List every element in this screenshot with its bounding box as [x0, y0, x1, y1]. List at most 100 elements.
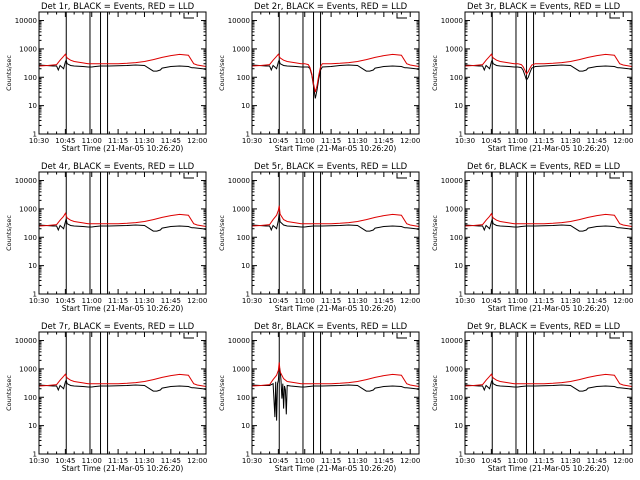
- series-line-lld: [251, 53, 420, 93]
- x-axis-label: Start Time (21-Mar-05 10:26:20): [275, 464, 397, 473]
- y-tick-label: 10000: [228, 177, 250, 185]
- y-tick-label: 1000: [445, 365, 463, 373]
- y-tick-label: 1: [33, 451, 37, 459]
- y-axis-label: Counts/sec: [218, 55, 226, 91]
- corner-marker: [609, 173, 620, 179]
- x-tick-label: 10:30: [242, 297, 262, 305]
- x-tick-label: 10:45: [268, 457, 288, 465]
- x-tick-label: 10:30: [242, 457, 262, 465]
- y-axis-label: Counts/sec: [431, 375, 439, 411]
- plot-frame: [38, 171, 207, 295]
- x-tick-label: 11:30: [347, 457, 367, 465]
- panel-title: Det 3r, BLACK = Events, RED = LLD: [467, 2, 621, 12]
- x-tick-label: 10:45: [55, 137, 75, 145]
- y-axis-label: Counts/sec: [218, 375, 226, 411]
- y-tick-label: 10000: [441, 177, 463, 185]
- x-tick-label: 10:45: [55, 457, 75, 465]
- y-tick-label: 1000: [232, 365, 250, 373]
- y-axis-label: Counts/sec: [5, 55, 13, 91]
- y-tick-label: 10: [241, 262, 250, 270]
- y-axis-label: Counts/sec: [431, 55, 439, 91]
- detector-panel-1: Det 1r, BLACK = Events, RED = LLD 1 10 100 1…: [5, 2, 207, 153]
- detector-panel-2: Det 2r, BLACK = Events, RED = LLD 1 10 100 1…: [218, 2, 420, 153]
- x-tick-label: 12:00: [400, 137, 420, 145]
- y-tick-label: 100: [237, 234, 250, 242]
- x-tick-label: 10:30: [242, 137, 262, 145]
- panel-title: Det 7r, BLACK = Events, RED = LLD: [41, 322, 195, 332]
- y-tick-label: 10: [454, 262, 463, 270]
- y-tick-label: 1: [459, 451, 463, 459]
- plot-frame: [251, 171, 420, 295]
- y-tick-label: 10000: [228, 337, 250, 345]
- y-tick-label: 10: [28, 422, 37, 430]
- y-tick-label: 100: [237, 394, 250, 402]
- x-tick-label: 11:00: [295, 457, 315, 465]
- series-line-lld: [251, 205, 420, 227]
- y-tick-label: 1000: [19, 205, 37, 213]
- detector-panel-8: Det 8r, BLACK = Events, RED = LLD 1 10 100 1…: [218, 322, 420, 473]
- x-tick-label: 11:30: [347, 137, 367, 145]
- panel-title: Det 2r, BLACK = Events, RED = LLD: [254, 2, 408, 12]
- y-tick-label: 1: [459, 291, 463, 299]
- x-tick-label: 11:00: [508, 137, 528, 145]
- y-tick-label: 100: [237, 74, 250, 82]
- series-line-lld: [251, 362, 420, 387]
- panel-title: Det 6r, BLACK = Events, RED = LLD: [467, 162, 621, 172]
- y-tick-label: 1: [33, 291, 37, 299]
- panel-title: Det 1r, BLACK = Events, RED = LLD: [41, 2, 195, 12]
- x-tick-label: 11:45: [587, 297, 607, 305]
- y-tick-label: 100: [450, 394, 463, 402]
- x-tick-label: 11:15: [321, 457, 341, 465]
- x-tick-label: 11:15: [321, 137, 341, 145]
- x-tick-label: 12:00: [400, 457, 420, 465]
- x-tick-label: 10:30: [455, 457, 475, 465]
- y-tick-label: 10000: [15, 337, 37, 345]
- y-axis-label: Counts/sec: [5, 215, 13, 251]
- x-tick-label: 11:15: [534, 297, 554, 305]
- x-tick-label: 11:45: [587, 137, 607, 145]
- x-tick-label: 11:00: [82, 457, 102, 465]
- corner-marker: [609, 333, 620, 339]
- plot-frame: [38, 11, 207, 135]
- series-line-events: [251, 213, 420, 232]
- y-tick-label: 100: [450, 234, 463, 242]
- plot-frame: [464, 171, 633, 295]
- series-line-lld: [38, 212, 207, 227]
- x-axis-label: Start Time (21-Mar-05 10:26:20): [62, 304, 184, 313]
- series-line-events: [38, 378, 207, 392]
- series-line-lld: [464, 373, 633, 387]
- y-tick-label: 1000: [232, 205, 250, 213]
- x-tick-label: 11:45: [374, 137, 394, 145]
- y-tick-label: 10: [28, 102, 37, 110]
- x-tick-label: 11:30: [560, 297, 580, 305]
- x-tick-label: 11:15: [534, 137, 554, 145]
- x-tick-label: 11:30: [560, 457, 580, 465]
- x-tick-label: 11:00: [295, 137, 315, 145]
- x-tick-label: 11:45: [587, 457, 607, 465]
- y-tick-label: 100: [24, 74, 37, 82]
- y-tick-label: 1: [459, 131, 463, 139]
- x-tick-label: 12:00: [187, 137, 207, 145]
- y-tick-label: 10000: [15, 177, 37, 185]
- x-tick-label: 11:00: [82, 137, 102, 145]
- detector-panel-7: Det 7r, BLACK = Events, RED = LLD 1 10 100 1…: [5, 322, 207, 473]
- y-tick-label: 100: [24, 394, 37, 402]
- y-tick-label: 10000: [15, 17, 37, 25]
- panel-title: Det 8r, BLACK = Events, RED = LLD: [254, 322, 408, 332]
- detector-panel-5: Det 5r, BLACK = Events, RED = LLD 1 10 100 1…: [218, 162, 420, 313]
- x-tick-label: 11:45: [161, 137, 181, 145]
- y-tick-label: 1000: [19, 365, 37, 373]
- series-line-events: [464, 58, 633, 82]
- y-tick-label: 10: [28, 262, 37, 270]
- y-tick-label: 10000: [441, 17, 463, 25]
- plot-frame: [38, 331, 207, 455]
- x-axis-label: Start Time (21-Mar-05 10:26:20): [62, 464, 184, 473]
- x-tick-label: 11:45: [161, 297, 181, 305]
- y-tick-label: 1: [246, 131, 250, 139]
- plot-frame: [464, 331, 633, 455]
- x-tick-label: 10:45: [481, 297, 501, 305]
- x-tick-label: 11:30: [134, 297, 154, 305]
- x-axis-label: Start Time (21-Mar-05 10:26:20): [488, 304, 610, 313]
- panel-title: Det 4r, BLACK = Events, RED = LLD: [41, 162, 195, 172]
